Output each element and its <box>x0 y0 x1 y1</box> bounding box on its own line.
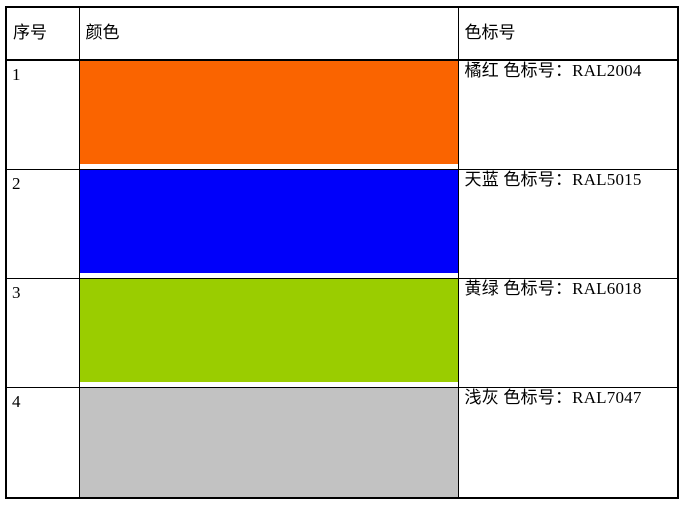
color-code-label: 天蓝 色标号：RAL5015 <box>464 169 642 189</box>
table-row: 2 天蓝 色标号：RAL5015 <box>5 168 679 279</box>
table-row: 1 橘红 色标号：RAL2004 <box>5 59 679 170</box>
color-reference-table: 序号 颜色 色标号 1 橘红 色标号：RAL2004 <box>5 6 679 499</box>
color-swatch <box>79 387 458 497</box>
table-header-row: 序号 颜色 色标号 <box>5 6 679 61</box>
cell-index: 2 <box>5 168 80 279</box>
header-label-code: 色标号 <box>464 23 516 42</box>
row-index-label: 3 <box>12 282 21 302</box>
color-swatch <box>79 61 458 164</box>
table-row: 4 浅灰 色标号：RAL7047 <box>5 386 679 498</box>
cell-color-swatch <box>78 386 459 498</box>
cell-index: 3 <box>5 277 80 388</box>
cell-color-swatch <box>78 59 459 170</box>
cell-index: 1 <box>5 59 80 170</box>
color-code-label: 橘红 色标号：RAL2004 <box>464 61 642 80</box>
color-reference-table-container: 序号 颜色 色标号 1 橘红 色标号：RAL2004 <box>5 6 679 499</box>
header-label-color: 颜色 <box>85 23 120 42</box>
table-row: 3 黄绿 色标号：RAL6018 <box>5 277 679 388</box>
color-swatch <box>79 278 458 382</box>
row-index-label: 4 <box>12 391 21 411</box>
cell-color-code: 浅灰 色标号：RAL7047 <box>457 386 679 498</box>
color-swatch <box>79 169 458 273</box>
header-cell-code: 色标号 <box>457 6 679 61</box>
cell-index: 4 <box>5 386 80 498</box>
cell-color-code: 天蓝 色标号：RAL5015 <box>457 168 679 279</box>
row-index-label: 1 <box>12 65 21 84</box>
header-cell-index: 序号 <box>5 6 80 61</box>
header-cell-color: 颜色 <box>78 6 459 61</box>
color-code-label: 浅灰 色标号：RAL7047 <box>464 387 642 407</box>
row-index-label: 2 <box>12 173 21 193</box>
cell-color-code: 黄绿 色标号：RAL6018 <box>457 277 679 388</box>
cell-color-swatch <box>78 168 459 279</box>
color-code-label: 黄绿 色标号：RAL6018 <box>464 278 642 298</box>
cell-color-code: 橘红 色标号：RAL2004 <box>457 59 679 170</box>
header-label-index: 序号 <box>13 23 47 42</box>
cell-color-swatch <box>78 277 459 388</box>
